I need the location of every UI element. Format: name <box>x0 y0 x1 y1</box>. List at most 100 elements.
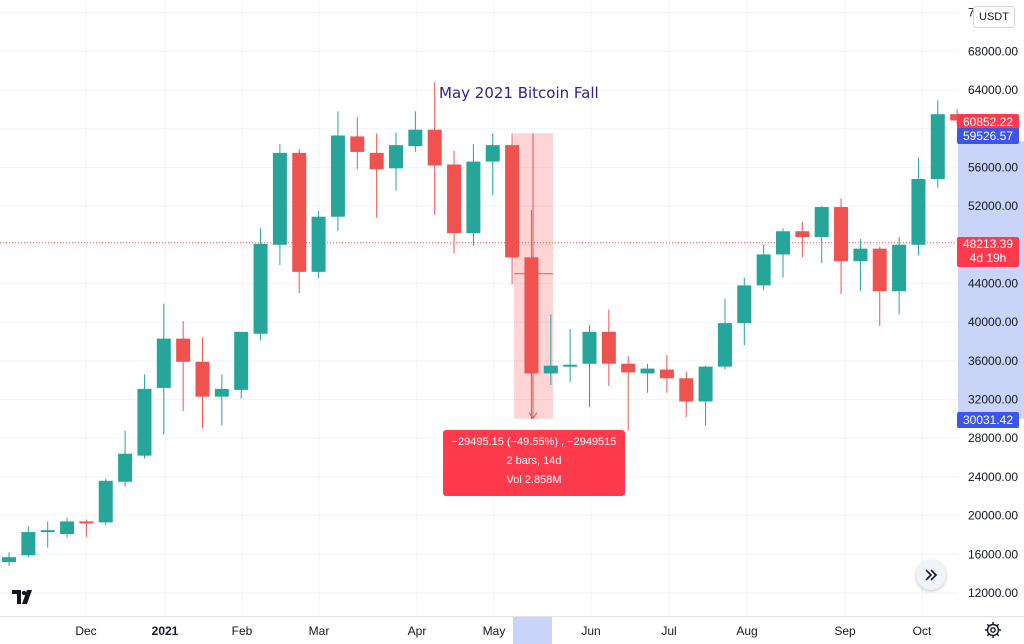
crosshair-low-tag: 30031.42 <box>957 412 1019 428</box>
candle-body <box>408 129 423 147</box>
candle <box>795 221 810 258</box>
candle-body <box>853 248 868 262</box>
candle <box>911 157 926 256</box>
candle <box>253 228 268 341</box>
candle <box>214 374 229 426</box>
time-tick-label: 2021 <box>152 624 179 638</box>
candle <box>311 210 326 279</box>
settings-gear-icon[interactable] <box>984 621 1002 639</box>
candle <box>447 150 462 254</box>
time-scale-range-highlight <box>513 617 552 644</box>
time-tick-label: Oct <box>913 624 932 638</box>
candle-body <box>621 363 636 373</box>
candle <box>659 355 674 393</box>
candle <box>563 328 578 383</box>
scroll-to-realtime-icon[interactable] <box>916 560 946 590</box>
candle <box>98 478 113 526</box>
candle <box>195 337 210 429</box>
candle-body <box>582 331 597 364</box>
candle <box>466 144 481 246</box>
time-tick-label: Feb <box>232 624 253 638</box>
candle-body <box>272 152 287 245</box>
candle-body <box>524 257 539 374</box>
candle-body <box>717 323 732 367</box>
price-tick-label: 7 <box>968 6 975 20</box>
price-tick-label: 24000.00 <box>968 470 1018 484</box>
candle-body <box>698 366 713 402</box>
candle <box>853 238 868 292</box>
candle-body <box>176 338 191 362</box>
candle <box>505 133 520 285</box>
price-tick-label: 40000.00 <box>968 315 1018 329</box>
candle <box>40 521 55 548</box>
candle-body <box>930 114 945 179</box>
candle-body <box>447 164 462 234</box>
candle-body <box>659 369 674 379</box>
candle-body <box>350 136 365 152</box>
currency-button[interactable]: USDT <box>973 6 1015 28</box>
candle <box>292 149 307 294</box>
candle-body <box>2 557 16 563</box>
candle-body <box>389 145 403 169</box>
candle-body <box>563 364 578 367</box>
time-tick-label: Dec <box>75 624 96 638</box>
measure-volume: Vol 2.858M <box>506 474 562 486</box>
price-tick-label: 20000.00 <box>968 509 1018 523</box>
candle <box>330 111 345 232</box>
measure-arrow <box>514 133 553 420</box>
candle <box>79 519 94 537</box>
price-tick-label: 44000.00 <box>968 276 1018 290</box>
price-tick-label: 28000.00 <box>968 431 1018 445</box>
candle-body <box>737 285 752 324</box>
candle-body <box>311 216 326 272</box>
candle-body <box>427 129 442 166</box>
candle-body <box>330 135 345 217</box>
candle-body <box>776 231 790 255</box>
candle-body <box>601 331 616 364</box>
measure-bars: 2 bars, 14d <box>506 455 562 467</box>
candle <box>2 552 16 566</box>
price-tick-label: 36000.00 <box>968 354 1018 368</box>
candle <box>389 132 403 191</box>
candle <box>272 144 287 266</box>
candle <box>892 237 907 315</box>
candle-body <box>640 368 655 374</box>
bar-countdown: 4d 19h <box>969 251 1007 265</box>
time-tick-label: Mar <box>309 624 330 638</box>
candle-body <box>505 145 520 258</box>
candle <box>814 206 829 264</box>
candle <box>640 363 655 393</box>
candle-body <box>892 244 907 292</box>
price-tick-label: 32000.00 <box>968 393 1018 407</box>
candles <box>2 82 965 566</box>
candle-body <box>137 388 152 456</box>
candle <box>118 430 133 487</box>
price-tick-label: 64000.00 <box>968 83 1018 97</box>
candle <box>234 331 249 399</box>
candle-body <box>214 388 229 397</box>
candle-body <box>911 178 926 245</box>
measure-change: −29495.15 (−49.55%) , −2949515 <box>451 436 617 448</box>
candle <box>621 356 636 431</box>
last-price-tag: 60852.22 <box>957 114 1019 130</box>
candle <box>137 374 152 459</box>
measure-arrow-head <box>528 412 538 420</box>
candle <box>176 321 191 412</box>
cursor-price-tag: 48213.39 4d 19h <box>957 237 1019 267</box>
time-tick-label: Apr <box>408 624 427 638</box>
candle <box>872 246 887 327</box>
candle <box>601 309 616 386</box>
candle-body <box>485 145 500 162</box>
candle <box>756 244 771 291</box>
candle-body <box>98 480 113 523</box>
price-tick-label: 56000.00 <box>968 160 1018 174</box>
time-tick-label: Jul <box>661 624 676 638</box>
measure-info-box: −29495.15 (−49.55%) , −2949515 2 bars, 1… <box>443 430 625 496</box>
candle-body <box>79 521 94 524</box>
time-axis-labels: Dec 2021 Feb Mar Apr May Jun Jul Aug Sep Oct <box>75 624 932 638</box>
time-tick-label: Aug <box>736 624 757 638</box>
tradingview-logo-icon[interactable] <box>6 586 42 608</box>
candle-body <box>814 207 829 238</box>
candle <box>698 365 713 426</box>
candle <box>776 228 790 278</box>
